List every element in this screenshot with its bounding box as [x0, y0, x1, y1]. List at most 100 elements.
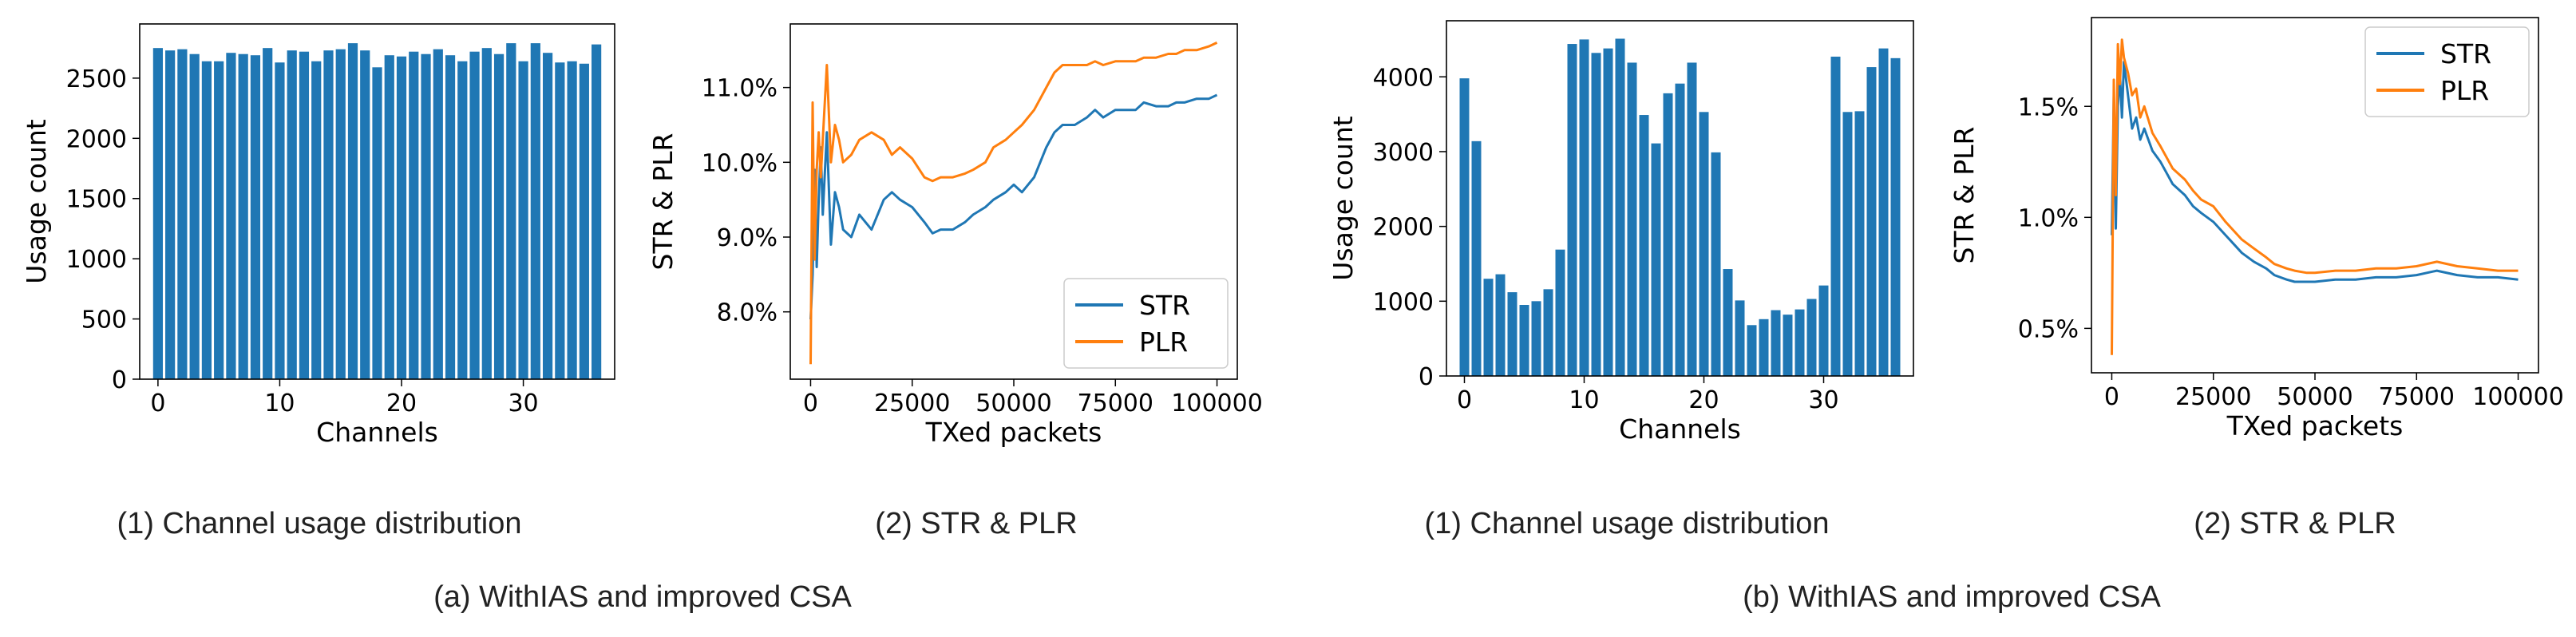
x-axis-label: Channels — [316, 417, 438, 448]
x-tick-label: 100000 — [1171, 390, 1263, 417]
bar-channel-24 — [1747, 325, 1757, 376]
x-tick-label: 75000 — [2379, 383, 2455, 411]
y-tick-label: 1500 — [66, 186, 127, 214]
bar-channel-21 — [409, 51, 419, 379]
bar-channel-28 — [1794, 309, 1805, 376]
bar-channel-1 — [1471, 140, 1482, 376]
bar-channel-7 — [1543, 289, 1553, 376]
y-tick-label: 1000 — [1373, 288, 1434, 316]
bar-channel-9 — [263, 48, 273, 379]
bar-channel-4 — [1507, 292, 1518, 376]
y-tick-label: 8.0% — [717, 299, 778, 327]
x-tick-label: 0 — [803, 390, 818, 417]
bar-channel-23 — [433, 49, 443, 379]
y-axis-label: STR & PLR — [1949, 127, 1980, 264]
bar-channel-10 — [275, 62, 285, 380]
x-tick-label: 30 — [1808, 386, 1838, 414]
x-tick-label: 20 — [1688, 386, 1719, 414]
bar-channel-35 — [579, 63, 589, 379]
x-axis-label: Channels — [1619, 413, 1741, 445]
bar-channel-19 — [1687, 62, 1697, 376]
bar-channel-27 — [1783, 315, 1793, 376]
x-axis-label: TXed packets — [2226, 410, 2404, 441]
bar-channel-26 — [469, 51, 480, 379]
bar-channel-31 — [1830, 56, 1841, 377]
x-tick-label: 50000 — [2277, 383, 2352, 411]
bar-channel-27 — [481, 48, 492, 379]
bar-channel-8 — [1555, 249, 1565, 376]
x-tick-label: 30 — [508, 390, 538, 417]
caption-b-group: (b) WithIAS and improved CSA — [1743, 580, 2161, 614]
bar-channel-1 — [165, 50, 176, 380]
bar-channel-23 — [1735, 300, 1745, 376]
bar-channel-25 — [1759, 318, 1769, 376]
bar-channel-12 — [1603, 48, 1613, 377]
bar-channel-0 — [152, 48, 163, 379]
bar-channel-25 — [457, 61, 468, 380]
bar-channel-24 — [445, 55, 456, 379]
y-tick-label: 0 — [112, 366, 127, 394]
bar-channel-33 — [555, 62, 565, 380]
bar-channel-36 — [1890, 57, 1901, 376]
y-axis-label: Usage count — [1328, 116, 1359, 280]
bar-channel-17 — [1663, 93, 1673, 376]
bar-channel-20 — [396, 56, 407, 379]
caption-a-sub1: (1) Channel usage distribution — [117, 507, 522, 540]
series-line-str — [809, 93, 1218, 320]
bar-channel-26 — [1771, 310, 1781, 376]
y-tick-label: 11.0% — [702, 75, 778, 103]
x-tick-label: 20 — [386, 390, 417, 417]
bar-channel-13 — [1615, 38, 1625, 376]
caption-a-group: (a) WithIAS and improved CSA — [433, 580, 852, 614]
x-axis-label: TXed packets — [925, 417, 1102, 448]
plot-frame — [139, 23, 615, 380]
bar-channel-32 — [1842, 112, 1853, 376]
bar-channel-30 — [518, 61, 528, 380]
x-tick-label: 0 — [1457, 386, 1472, 414]
bar-channel-31 — [530, 43, 540, 380]
bar-channel-8 — [250, 55, 261, 379]
series-line-str — [2111, 61, 2519, 283]
bar-channel-28 — [493, 53, 505, 380]
chart-channel-usage-b: 0 10 20 30 0 1000 2000 3000 4000 Channels Usage co… — [1328, 20, 1914, 445]
bar-channel-20 — [1699, 112, 1709, 376]
x-tick-label: 100000 — [2472, 383, 2564, 411]
bar-channel-5 — [1519, 305, 1529, 376]
caption-a-sub2: (2) STR & PLR — [875, 507, 1077, 540]
bar-channel-16 — [1651, 143, 1661, 377]
y-tick-label: 1.5% — [2018, 93, 2079, 121]
y-tick-label: 2500 — [66, 65, 127, 93]
caption-b-sub1: (1) Channel usage distribution — [1425, 507, 1830, 540]
bar-channel-13 — [311, 61, 322, 380]
bar-channel-18 — [372, 67, 382, 379]
bar-channel-35 — [1878, 48, 1889, 377]
x-tick-label: 10 — [264, 390, 295, 417]
legend-box — [2364, 26, 2530, 117]
x-tick-label: 0 — [150, 390, 165, 417]
legend-label-str: STR — [2440, 38, 2491, 69]
y-tick-label: 3000 — [1373, 139, 1434, 167]
bar-channel-32 — [542, 53, 553, 379]
bar-channel-22 — [1723, 269, 1733, 376]
bar-channel-5 — [214, 61, 224, 380]
bar-channel-19 — [384, 55, 394, 379]
bar-channel-34 — [1866, 67, 1877, 376]
bar-channel-3 — [189, 53, 200, 380]
bar-channel-15 — [1639, 115, 1649, 376]
bar-channel-14 — [1627, 62, 1637, 376]
bar-channel-4 — [201, 61, 212, 380]
bar-channel-7 — [238, 53, 248, 380]
bar-channel-34 — [567, 61, 577, 380]
y-tick-label: 4000 — [1373, 64, 1434, 92]
bar-channel-11 — [1591, 53, 1601, 376]
bar-channel-29 — [506, 43, 516, 380]
chart-str-plr-b: 0 25000 50000 75000 100000 0.5% 1.0% 1.5% TXed p… — [1949, 17, 2564, 441]
y-tick-label: 10.0% — [702, 149, 778, 177]
y-axis-label: STR & PLR — [647, 133, 679, 271]
x-tick-label: 50000 — [975, 390, 1051, 417]
bar-channel-15 — [335, 49, 346, 379]
bar-channel-30 — [1818, 285, 1829, 376]
bar-channel-2 — [177, 49, 188, 379]
y-tick-label: 0.5% — [2018, 315, 2079, 343]
